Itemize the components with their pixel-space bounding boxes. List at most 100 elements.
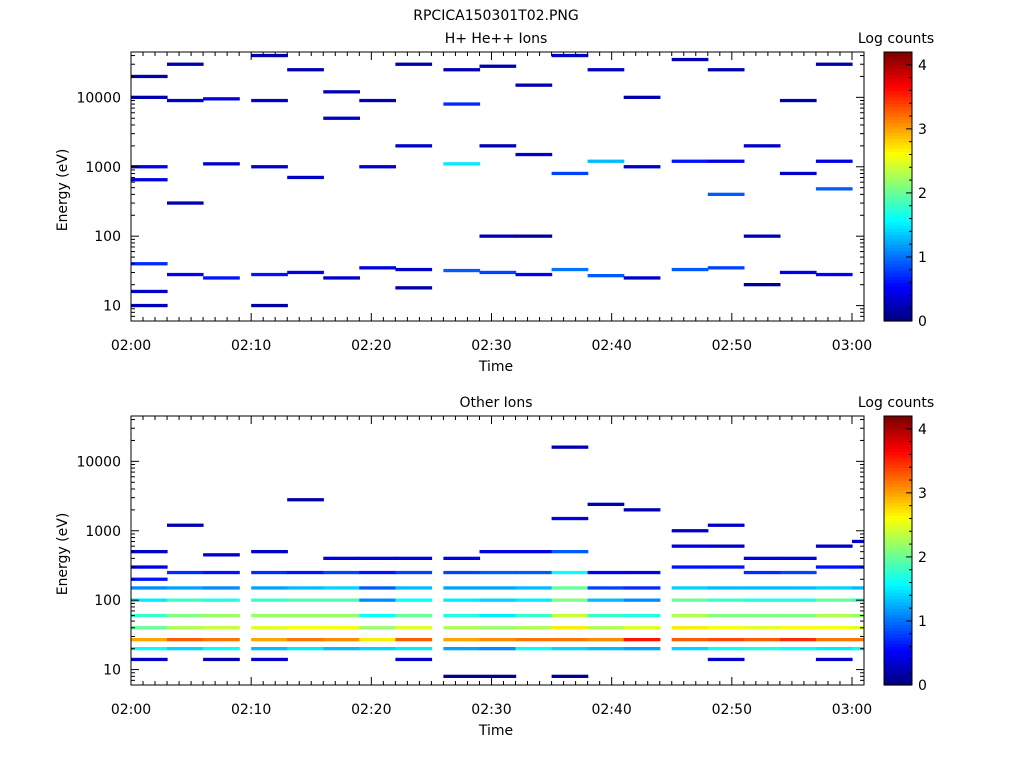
colorbar-segment: [884, 256, 912, 261]
colorbar-tick-label: 1: [918, 614, 927, 630]
colorbar-segment: [884, 71, 912, 76]
colorbar-segment: [884, 630, 912, 635]
heatmap-cell: [671, 267, 709, 272]
heatmap-cell: [167, 638, 204, 642]
heatmap-cell: [815, 613, 853, 618]
colorbar-segment: [884, 569, 912, 574]
heatmap-cell: [479, 270, 517, 275]
colorbar-segment: [884, 64, 912, 69]
heatmap-cell: [203, 657, 240, 662]
heatmap-cell: [479, 598, 517, 602]
heatmap-cell: [815, 187, 853, 191]
heatmap-cell: [395, 62, 433, 66]
heatmap-cell: [167, 613, 204, 618]
colorbar-segment: [884, 608, 912, 612]
colorbar-segment: [884, 563, 912, 568]
heatmap-cell: [131, 262, 168, 266]
heatmap-cell: [779, 98, 817, 103]
heatmap-cell: [443, 674, 481, 678]
colorbar-segment: [884, 534, 912, 539]
heatmap-cell: [251, 53, 288, 58]
colorbar-segment: [884, 470, 912, 475]
heatmap-cell: [852, 638, 864, 642]
heatmap-cell: [395, 626, 433, 630]
colorbar-tick-label: 1: [918, 250, 927, 266]
heatmap-cell: [287, 270, 324, 275]
heatmap-cell: [287, 598, 324, 602]
colorbar-segment: [884, 499, 912, 504]
colorbar-segment: [884, 428, 912, 433]
heatmap-cell: [287, 613, 324, 618]
heatmap-cell: [515, 83, 553, 87]
heatmap-cell: [815, 272, 853, 277]
heatmap-cell: [359, 598, 396, 602]
heatmap-cell: [203, 162, 240, 166]
colorbar-segment: [884, 183, 912, 188]
colorbar-segment: [884, 269, 912, 274]
heatmap-cell: [743, 586, 781, 590]
y-tick-label: 10000: [76, 90, 121, 106]
heatmap-cell: [479, 613, 517, 618]
colorbar-segment: [884, 659, 912, 664]
colorbar-segment: [884, 148, 912, 152]
colorbar-segment: [884, 138, 912, 143]
colorbar-segment: [884, 505, 912, 510]
heatmap-cell: [131, 95, 168, 99]
heatmap-cell: [443, 638, 481, 642]
colorbar-segment: [884, 454, 912, 459]
colorbar-segment: [884, 572, 912, 577]
colorbar-segment: [884, 58, 912, 63]
heatmap-cell: [515, 598, 553, 602]
heatmap-cell: [479, 638, 517, 642]
heatmap-cell: [131, 550, 168, 554]
heatmap-cell: [359, 647, 396, 651]
colorbar-segment: [884, 173, 912, 178]
y-tick-label: 10: [103, 663, 121, 679]
heatmap-cell: [359, 570, 396, 575]
colorbar-segment: [884, 80, 912, 85]
heatmap-cell: [779, 613, 817, 618]
colorbar-segment: [884, 234, 912, 239]
colorbar-segment: [884, 199, 912, 204]
colorbar-segment: [884, 547, 912, 552]
colorbar-segment: [884, 636, 912, 641]
colorbar-segment: [884, 202, 912, 207]
y-tick-label: 100: [94, 593, 121, 609]
heatmap-cell: [671, 586, 709, 590]
heatmap-cell: [131, 289, 168, 294]
heatmap-cell: [671, 613, 709, 618]
colorbar-segment: [884, 196, 912, 200]
panel-2-x-axis-label: Time: [478, 723, 513, 739]
heatmap-cell: [671, 598, 709, 602]
colorbar-tick-label: 4: [918, 422, 927, 438]
heatmap-cell: [359, 266, 396, 270]
heatmap-cell: [131, 657, 168, 662]
colorbar-segment: [884, 464, 912, 468]
colorbar-segment: [884, 212, 912, 216]
colorbar-segment: [884, 237, 912, 242]
heatmap-cell: [587, 68, 625, 72]
heatmap-cell: [551, 626, 589, 630]
heatmap-cell: [623, 276, 661, 280]
colorbar-frame: [883, 51, 913, 322]
heatmap-cell: [587, 613, 625, 618]
heatmap-cell: [707, 192, 745, 196]
heatmap-cell: [395, 556, 433, 560]
heatmap-cell: [287, 626, 324, 630]
heatmap-cell: [251, 272, 288, 277]
heatmap-cell: [815, 62, 853, 66]
colorbar-segment: [884, 186, 912, 191]
colorbar-segment: [884, 208, 912, 213]
heatmap-cell: [623, 626, 661, 630]
colorbar-segment: [884, 422, 912, 427]
panel-1-title: H+ He++ Ions: [445, 31, 548, 47]
colorbar-segment: [884, 221, 912, 226]
colorbar-segment: [884, 250, 912, 255]
colorbar-segment: [884, 457, 912, 462]
heatmap-cell: [251, 570, 288, 575]
colorbar-segment: [884, 524, 912, 529]
heatmap-cell: [395, 598, 433, 602]
colorbar-segment: [884, 681, 912, 686]
heatmap-cell: [815, 544, 853, 548]
heatmap-cell: [323, 598, 360, 602]
